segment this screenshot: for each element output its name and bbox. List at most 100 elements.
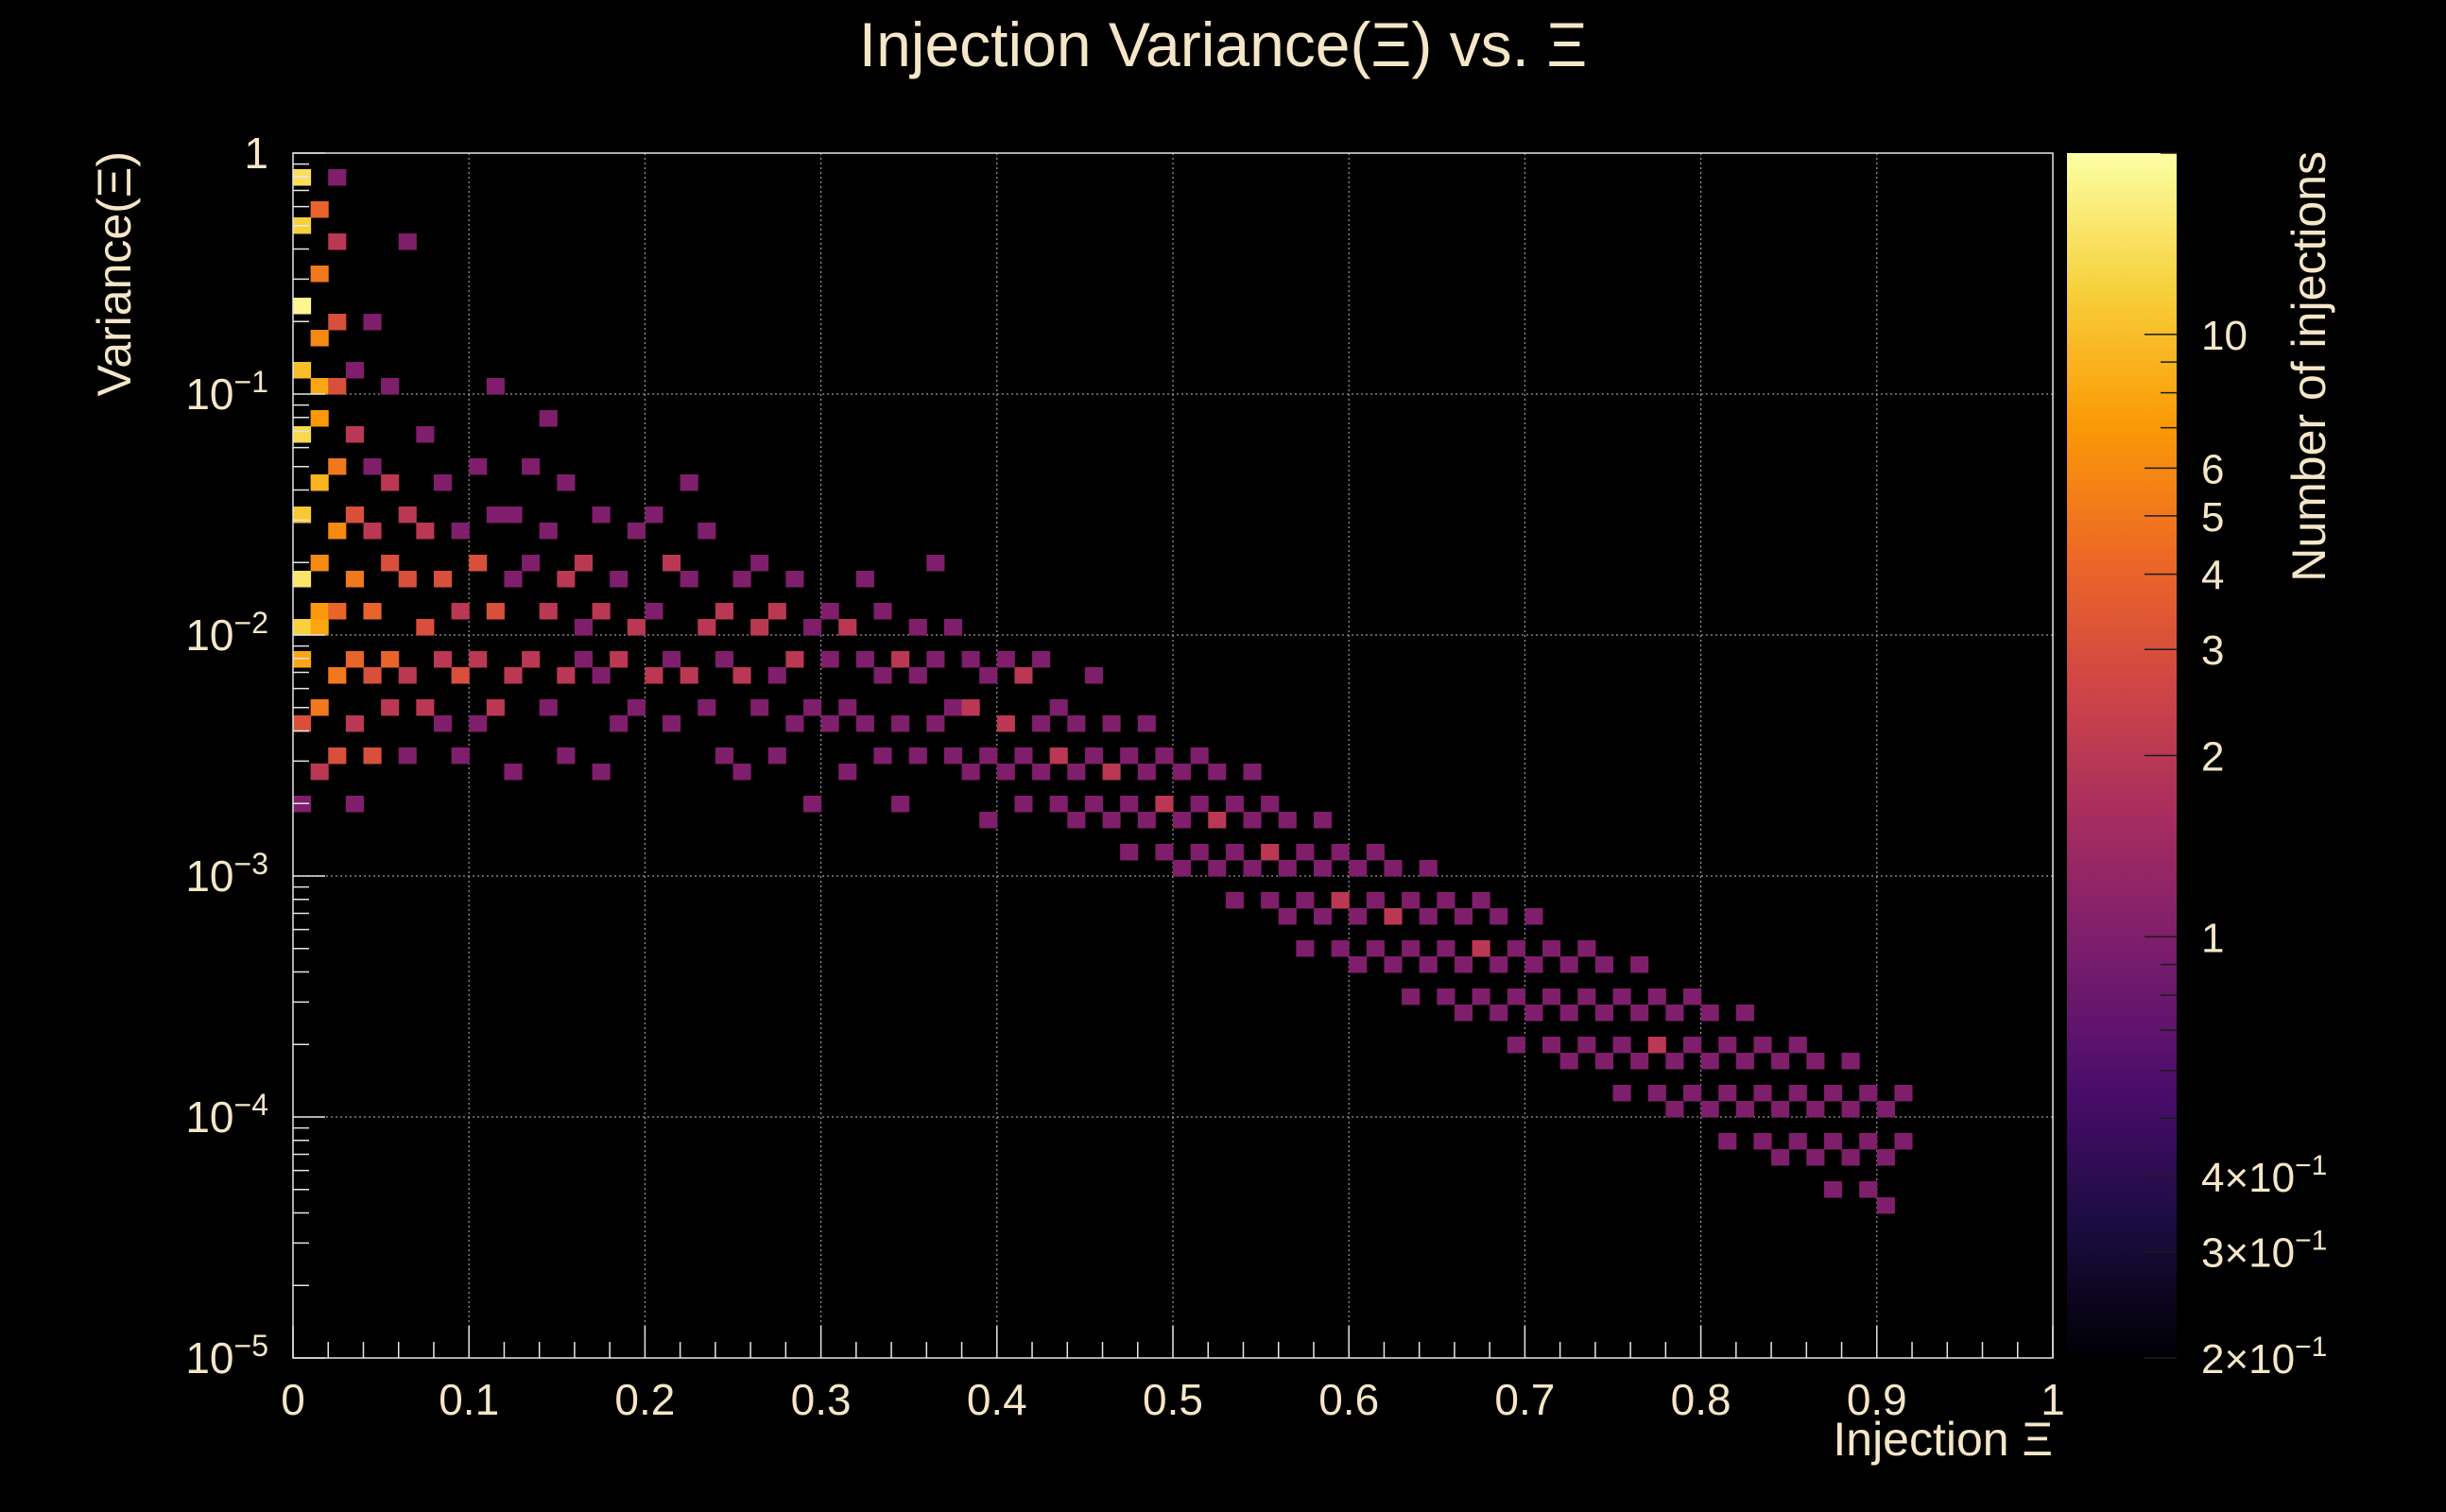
heatmap-cell [1524,908,1543,925]
heatmap-cell [1753,1085,1772,1102]
heatmap-cell [328,458,347,475]
heatmap-cell [961,699,980,716]
heatmap-cell [328,314,347,331]
heatmap-cell [1788,1085,1807,1102]
heatmap-cell [1612,1085,1631,1102]
heatmap-cell [381,555,400,572]
heatmap-cell [1243,860,1262,877]
heatmap-cell [698,699,716,716]
heatmap-cell [293,651,312,668]
heatmap-cell [486,699,505,716]
heatmap-cell [1102,715,1121,732]
heatmap-cell [943,619,963,636]
heatmap-cell [557,571,576,588]
x-tick-label: 0.9 [1847,1375,1907,1424]
heatmap-cell [1419,908,1438,925]
heatmap-cell [469,458,488,475]
heatmap-cell [345,426,364,443]
heatmap-cell [1753,1133,1772,1150]
heatmap-cell [451,667,470,684]
x-tick-label: 0.4 [967,1375,1027,1424]
y-tick-label: 10−5 [185,1329,268,1383]
heatmap-cell [469,715,488,732]
heatmap-cell [645,507,663,524]
heatmap-cell [1402,988,1421,1005]
heatmap-cell [663,555,681,572]
heatmap-cell [328,667,347,684]
heatmap-cell [1718,1085,1737,1102]
heatmap-cell [1859,1133,1878,1150]
heatmap-cell [1120,747,1139,765]
heatmap-cell [592,507,611,524]
heatmap-cell [1084,796,1104,813]
heatmap-cell [1084,667,1104,684]
heatmap-cell [1700,1101,1719,1118]
heatmap-cell [1665,1101,1684,1118]
heatmap-cell [1490,1005,1508,1022]
heatmap-cell [328,603,347,620]
heatmap-cell [802,619,822,636]
heatmap-cell [908,667,927,684]
colorbar-label: Number of injections [2282,151,2335,582]
heatmap-cell [961,764,980,781]
heatmap-cell [433,571,453,588]
heatmap-cell [1630,1053,1649,1070]
heatmap-cell [715,603,733,620]
heatmap-cell [398,667,417,684]
heatmap-cell [1032,715,1051,732]
heatmap-cell [293,571,312,588]
heatmap-cell [1876,1197,1895,1214]
heatmap-cell [1173,764,1192,781]
heatmap-cell [486,378,505,395]
heatmap-cell [1454,908,1473,925]
heatmap-cell [750,555,769,572]
heatmap-cell [310,603,329,620]
heatmap-cell [1137,715,1156,732]
heatmap-cell [1876,1149,1895,1166]
heatmap-cell [293,619,312,636]
heatmap-cell [592,603,611,620]
heatmap-cell [767,747,786,765]
heatmap-cell [1261,844,1280,861]
heatmap-cell [767,603,786,620]
heatmap-cell [328,523,347,540]
heatmap-cell [1507,940,1525,957]
heatmap-cell [908,619,927,636]
heatmap-cell [610,715,629,732]
colorbar-tick-label: 5 [2201,494,2224,541]
heatmap-cell [1331,892,1350,909]
heatmap-cell [1049,699,1068,716]
heatmap-cell [1718,1133,1737,1150]
heatmap-cell [996,764,1015,781]
heatmap-cell [504,571,523,588]
heatmap-cell [310,619,329,636]
heatmap-cell [486,507,505,524]
heatmap-cell [1577,940,1596,957]
heatmap-cell [416,699,435,716]
heatmap-cell [345,796,364,813]
heatmap-cell [310,410,329,427]
heatmap-cell [557,474,576,491]
heatmap-cell [1137,764,1156,781]
heatmap-cell [1437,940,1456,957]
heatmap-cell [504,667,523,684]
heatmap-cells [293,169,1913,1214]
heatmap-cell [961,651,980,668]
heatmap-cell [1402,892,1421,909]
heatmap-cell [627,523,646,540]
colorbar-tick-label: 10 [2201,313,2248,359]
heatmap-cell [732,764,751,781]
x-tick-label: 0.7 [1494,1375,1555,1424]
heatmap-cell [1665,1005,1684,1022]
heatmap-cell [328,169,347,186]
heatmap-cell [1542,988,1561,1005]
heatmap-cell [310,330,329,347]
heatmap-cell [504,507,523,524]
heatmap-cell [1647,1085,1666,1102]
heatmap-cell [363,314,382,331]
heatmap-cell [1876,1101,1895,1118]
heatmap-cell [1419,860,1438,877]
heatmap-cell [1014,667,1033,684]
heatmap-cell [820,603,839,620]
heatmap-cell [381,474,400,491]
